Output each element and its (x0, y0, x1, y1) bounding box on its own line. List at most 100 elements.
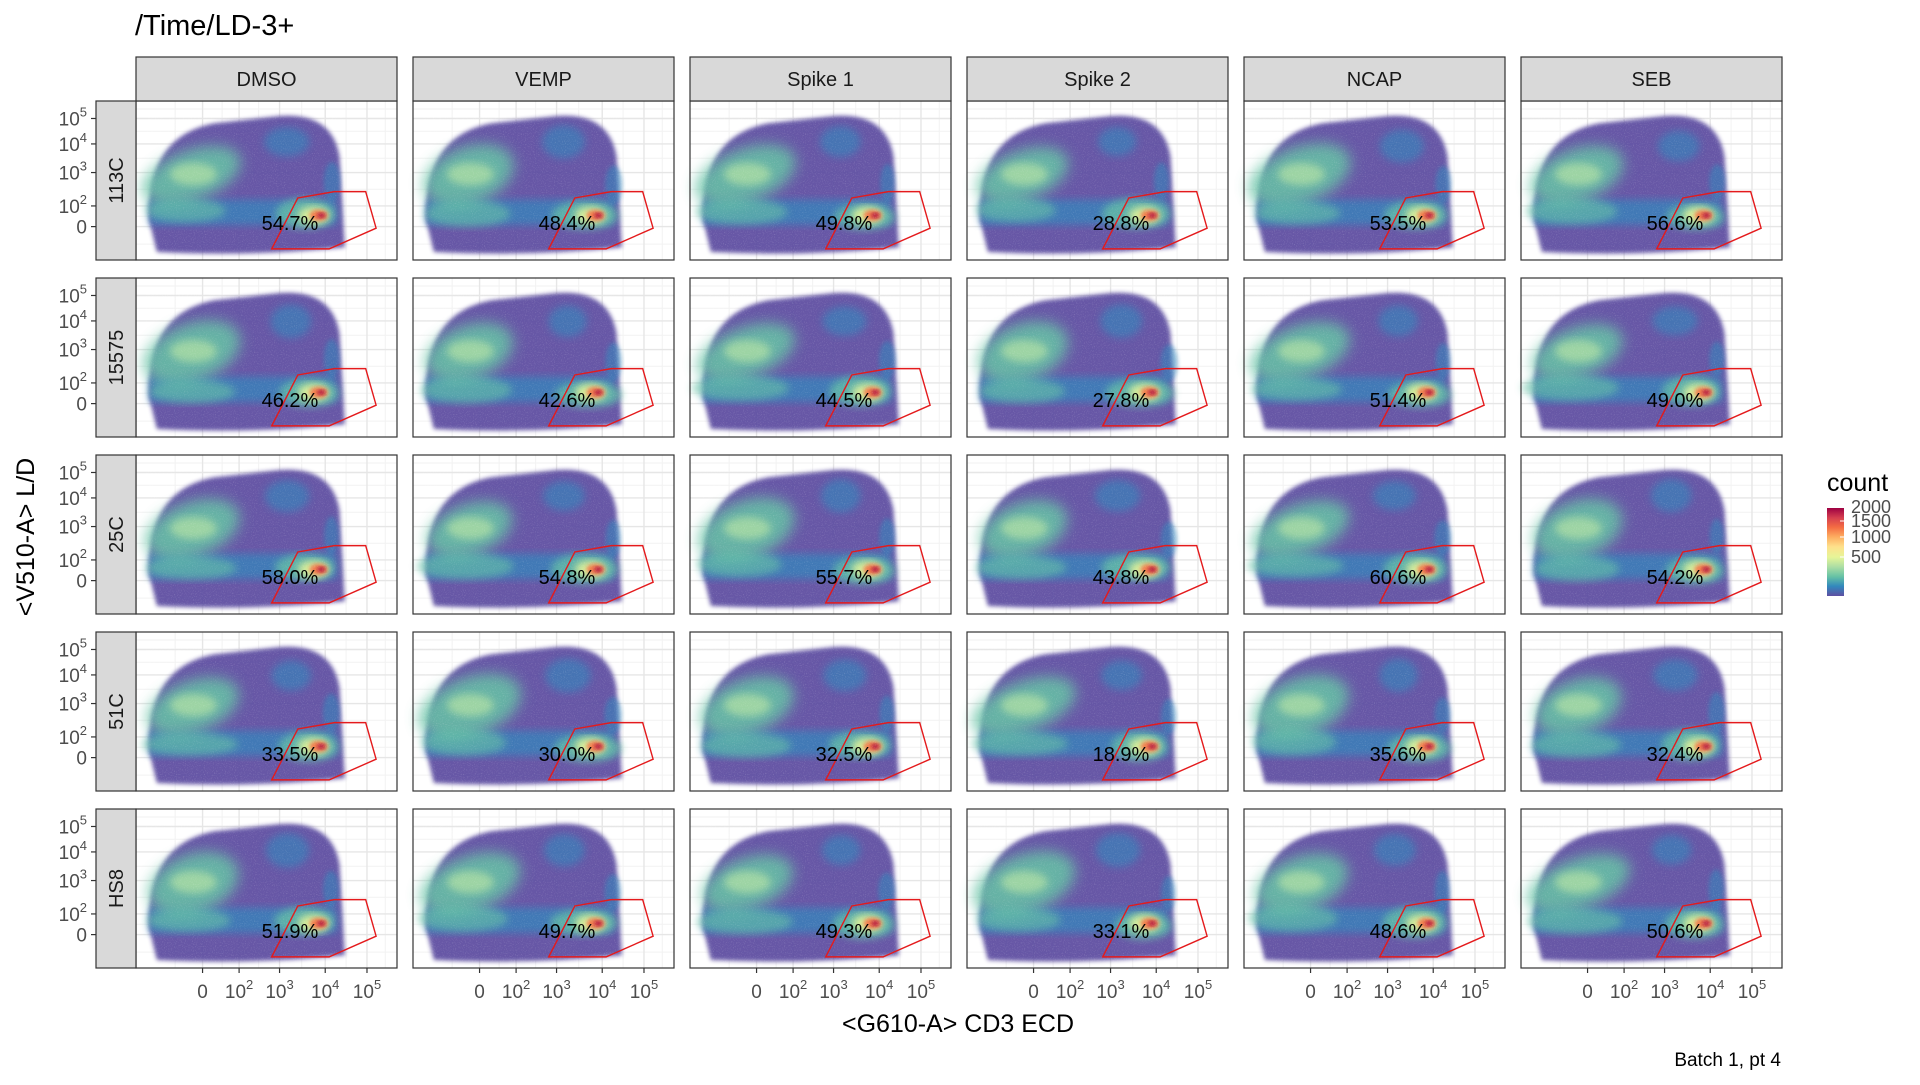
row-strip-bg (95, 808, 137, 969)
y-tick-base: 10 (59, 518, 80, 539)
density-grain (700, 644, 902, 785)
gate-polygon (547, 544, 654, 604)
legend-colorbar (1827, 508, 1844, 596)
density-grain (977, 821, 1179, 962)
y-tick-exponent: 3 (80, 159, 87, 174)
panel-border (966, 454, 1229, 615)
density-grain (423, 290, 625, 431)
x-tick-exponent: 3 (1118, 977, 1125, 992)
gate-percentage: 54.8% (539, 567, 596, 589)
density-grain (1531, 290, 1733, 431)
gate-polygon (824, 721, 931, 781)
panel-border (689, 277, 952, 438)
y-tick-label: 103 (59, 336, 87, 362)
facet-panel: 54.7% (135, 100, 398, 261)
x-tick-base: 10 (1373, 982, 1394, 1003)
facet-panel: 32.5% (689, 631, 952, 792)
x-tick-label: 102 (779, 977, 807, 1003)
row-facet-strips: 113C 15575 25C 51C HS8 (95, 100, 137, 969)
facet-panel: 33.5% (135, 631, 398, 792)
facet-panel: 27.8% (966, 277, 1229, 438)
gate-polygon (270, 898, 377, 958)
x-tick-exponent: 2 (246, 977, 253, 992)
panel-border (1243, 277, 1506, 438)
facet-panel: 43.8% (966, 454, 1229, 615)
density-cloud (1525, 113, 1733, 254)
x-tick-base: 10 (1333, 982, 1354, 1003)
legend-label: 500 (1851, 547, 1881, 567)
x-tick-base: 10 (1184, 982, 1205, 1003)
gate-percentage: 58.0% (262, 567, 319, 589)
row-facet-label: 51C (106, 693, 128, 730)
gate-percentage: 56.6% (1647, 213, 1704, 235)
x-tick-base: 10 (1142, 982, 1163, 1003)
gate-percentage: 48.4% (539, 213, 596, 235)
facet-panel: 30.0% (412, 631, 675, 792)
x-tick-base: 10 (353, 982, 374, 1003)
y-tick-exponent: 2 (80, 192, 87, 207)
x-tick-exponent: 4 (1717, 977, 1724, 992)
density-cloud (416, 467, 625, 608)
gate-polygon (1101, 721, 1208, 781)
gate-polygon (547, 190, 654, 250)
x-tick-label: 103 (1373, 977, 1401, 1003)
gate-percentage: 49.3% (816, 921, 873, 943)
row-strip-bg (95, 454, 137, 615)
x-tick-label: 0 (751, 982, 762, 1003)
legend-title: count (1827, 469, 1888, 497)
y-tick-label: 105 (59, 458, 87, 484)
y-tick-label: 102 (59, 369, 87, 395)
facet-panel: 44.5% (689, 277, 952, 438)
y-tick-base: 10 (59, 843, 80, 864)
x-tick-exponent: 2 (1354, 977, 1361, 992)
x-tick-label: 0 (1305, 982, 1316, 1003)
gate-percentage: 33.5% (262, 744, 319, 766)
x-tick-base: 0 (1582, 982, 1593, 1003)
facet-panel: 49.8% (689, 100, 952, 261)
x-tick-base: 10 (1461, 982, 1482, 1003)
density-grain (1531, 644, 1733, 785)
gate-percentage: 60.6% (1370, 567, 1427, 589)
y-tick-label: 102 (59, 723, 87, 749)
gate-polygon (270, 544, 377, 604)
x-tick-label: 105 (630, 977, 658, 1003)
y-tick-base: 10 (59, 286, 80, 307)
y-tick-label: 104 (59, 838, 87, 864)
x-tick-label: 104 (865, 977, 893, 1003)
gate-polygon (547, 367, 654, 427)
x-tick-exponent: 3 (287, 977, 294, 992)
y-tick-exponent: 4 (80, 838, 87, 853)
y-tick-exponent: 2 (80, 546, 87, 561)
panel-border (1520, 808, 1783, 969)
y-tick-label: 105 (59, 281, 87, 307)
gate-polygon (1101, 544, 1208, 604)
density-cloud (975, 113, 1179, 254)
density-grain (977, 467, 1179, 608)
facet-panel: 18.9% (966, 631, 1229, 792)
col-strip-bg (689, 56, 952, 102)
facet-panels: 54.7% 48.4% 49.8% 28.8% 53.5% 56.6% 46.2% 42.6%… (135, 100, 1783, 969)
y-tick-exponent: 3 (80, 336, 87, 351)
x-tick-base: 10 (1650, 982, 1671, 1003)
x-tick-base: 10 (1610, 982, 1631, 1003)
y-tick-label: 103 (59, 513, 87, 539)
gate-percentage: 49.0% (1647, 390, 1704, 412)
row-facet-label: 25C (106, 516, 128, 553)
gate-polygon (1101, 367, 1208, 427)
x-tick-exponent: 4 (1163, 977, 1170, 992)
legend-label: 2000 (1851, 497, 1891, 517)
y-tick-exponent: 2 (80, 369, 87, 384)
density-grain (700, 467, 902, 608)
x-tick-base: 10 (1419, 982, 1440, 1003)
density-cloud (1248, 113, 1456, 254)
facet-panel: 60.6% (1243, 454, 1506, 615)
gate-polygon (1655, 721, 1762, 781)
y-tick-exponent: 5 (80, 812, 87, 827)
density-cloud (1530, 644, 1733, 785)
density-cloud (695, 113, 902, 254)
density-grain (977, 113, 1179, 254)
panel-border (966, 808, 1229, 969)
gate-polygon (1378, 898, 1485, 958)
density-grain (146, 467, 348, 608)
panel-border (412, 454, 675, 615)
